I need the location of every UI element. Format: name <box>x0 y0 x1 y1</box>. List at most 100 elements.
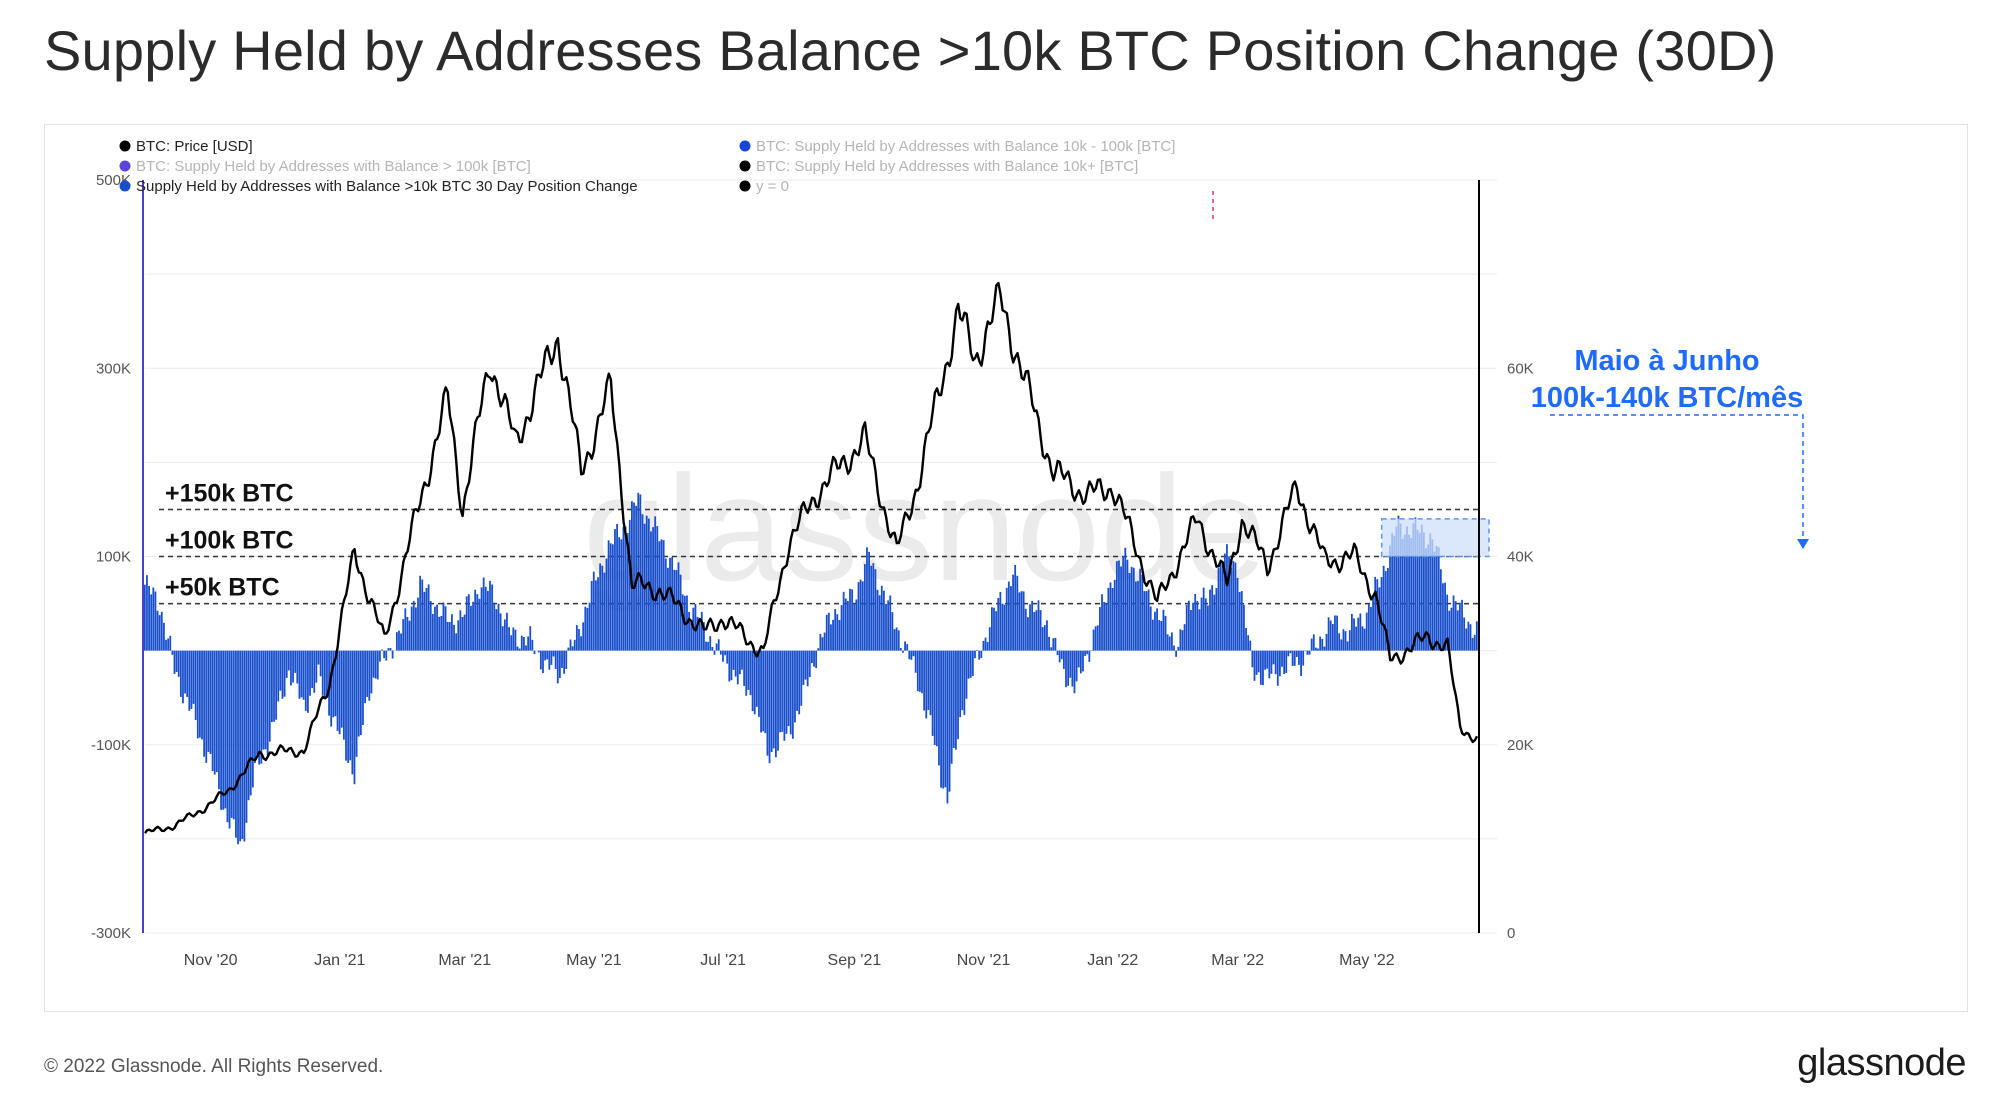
position-change-bar <box>783 650 786 741</box>
position-change-bar <box>969 650 972 678</box>
position-change-bar <box>218 650 220 790</box>
position-change-bar <box>880 585 883 651</box>
position-change-bar <box>804 650 807 680</box>
position-change-bar <box>226 650 229 823</box>
position-change-bar <box>539 650 542 670</box>
position-change-bar <box>343 650 345 740</box>
position-change-bar <box>935 650 938 747</box>
position-change-bar <box>1003 604 1006 651</box>
position-change-bar <box>1351 613 1353 651</box>
position-change-bar <box>707 641 710 651</box>
position-change-bar <box>228 650 231 829</box>
position-change-bar <box>1240 591 1243 651</box>
position-change-bar <box>362 650 364 726</box>
position-change-bar <box>1092 629 1095 651</box>
position-change-bar <box>861 581 864 651</box>
position-change-bar <box>438 616 441 651</box>
position-change-bar <box>1372 595 1374 651</box>
position-change-bar <box>1473 634 1476 651</box>
position-change-bar <box>1077 650 1080 668</box>
legend-item[interactable]: BTC: Supply Held by Addresses with Balan… <box>756 158 1138 175</box>
position-change-bar <box>1452 595 1455 651</box>
position-change-bar <box>957 650 959 740</box>
position-change-bar <box>1141 574 1144 651</box>
legend-item[interactable]: Supply Held by Addresses with Balance >1… <box>136 178 638 195</box>
position-change-bar <box>537 650 540 653</box>
position-change-bar <box>817 648 820 651</box>
position-change-bar <box>584 606 587 651</box>
position-change-bar <box>1035 610 1038 651</box>
position-change-bar <box>300 650 303 698</box>
position-change-bar <box>1363 628 1366 651</box>
left-axis-tick: 100K <box>96 549 131 566</box>
position-change-bar <box>929 650 932 716</box>
legend-item[interactable]: y = 0 <box>756 178 789 195</box>
position-change-bar <box>796 650 798 711</box>
position-change-bar <box>220 650 222 810</box>
position-change-bar <box>273 650 275 722</box>
position-change-bar <box>794 650 796 723</box>
position-change-bar <box>372 650 375 678</box>
position-change-bar <box>171 650 174 655</box>
position-change-bar <box>1162 609 1165 651</box>
position-change-bar <box>1403 534 1406 651</box>
position-change-bar <box>1122 555 1125 651</box>
position-change-bar <box>897 630 900 651</box>
position-change-bar <box>1431 539 1434 651</box>
position-change-bar <box>827 612 830 651</box>
position-change-bar <box>550 650 553 665</box>
position-change-bar <box>938 650 940 766</box>
position-change-bar <box>730 650 733 681</box>
position-change-bar <box>1266 650 1269 669</box>
position-change-bar <box>1429 533 1432 651</box>
position-change-bar <box>582 622 585 651</box>
position-change-bar <box>1010 586 1012 651</box>
position-change-bar <box>487 590 489 651</box>
position-change-bar <box>1264 650 1266 670</box>
position-change-bar <box>825 614 828 651</box>
position-change-bar <box>1293 650 1296 666</box>
position-change-bar <box>717 639 720 651</box>
position-change-bar <box>1230 567 1233 651</box>
position-change-bar <box>671 557 674 651</box>
position-change-bar <box>196 650 199 739</box>
position-change-bar <box>287 650 290 671</box>
position-change-bar <box>986 641 989 651</box>
position-change-bar <box>747 650 750 690</box>
position-change-bar <box>311 650 314 689</box>
position-change-bar <box>1158 620 1161 651</box>
position-change-bar <box>1069 650 1072 678</box>
position-change-bar <box>791 650 794 739</box>
position-change-bar <box>533 650 536 655</box>
position-change-bar <box>395 632 398 651</box>
position-change-bar <box>167 638 170 651</box>
position-change-bar <box>484 586 487 651</box>
left-axis-tick: -100K <box>91 737 131 754</box>
reference-lines: +150k BTC +100k BTC +50k BTC <box>159 191 1482 605</box>
position-change-bar <box>1126 559 1129 651</box>
position-change-bar <box>724 650 726 656</box>
position-change-bar <box>275 650 278 720</box>
legend-item[interactable]: BTC: Supply Held by Addresses with Balan… <box>136 158 531 175</box>
position-change-bar <box>834 609 837 651</box>
position-change-bar <box>599 563 602 651</box>
position-change-bar <box>529 626 532 651</box>
legend-item[interactable]: BTC: Supply Held by Addresses with Balan… <box>756 138 1175 155</box>
position-change-bar <box>173 650 176 674</box>
position-change-bar <box>1448 610 1451 651</box>
position-change-bar <box>1291 650 1294 667</box>
annotation-arrow <box>1797 539 1809 549</box>
position-change-bar <box>842 591 845 651</box>
position-change-bar <box>855 599 858 651</box>
legend-item[interactable]: BTC: Price [USD] <box>136 138 253 155</box>
position-change-bar <box>415 607 417 651</box>
position-change-bar <box>313 650 316 693</box>
position-change-bar <box>1048 636 1050 651</box>
x-axis-tick: May '21 <box>566 952 622 969</box>
position-change-bar <box>548 650 551 670</box>
position-change-bar <box>980 650 983 658</box>
position-change-bar <box>1001 603 1004 651</box>
position-change-bar <box>527 636 530 651</box>
position-change-bar <box>1391 532 1394 651</box>
position-change-bar <box>1007 581 1010 651</box>
